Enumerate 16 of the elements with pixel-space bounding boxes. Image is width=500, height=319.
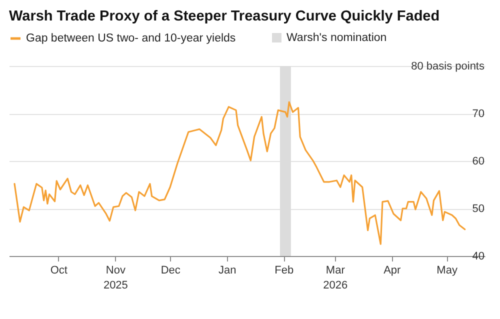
legend-label: Warsh's nomination — [286, 32, 387, 44]
y-tick-label: 60 — [472, 156, 484, 168]
x-tick-label: Jan — [218, 264, 236, 276]
x-tick-label: Nov 2025 — [103, 264, 128, 292]
x-tick-label: Mar 2026 — [323, 264, 348, 292]
y-tick-label: 50 — [472, 203, 484, 215]
chart-title: Warsh Trade Proxy of a Steeper Treasury Curve Quickly Faded — [9, 8, 440, 24]
x-tick-label: May — [436, 264, 458, 276]
x-tick-label: Dec — [160, 264, 181, 276]
x-tick-label: Oct — [50, 264, 68, 276]
x-tick-label: Feb — [274, 264, 294, 276]
legend-label: Gap between US two- and 10-year yields — [26, 32, 236, 44]
y-tick-label: 70 — [472, 108, 484, 120]
line-series — [14, 101, 466, 245]
x-tick-label: Apr — [384, 264, 402, 276]
y-tick-label: 80 basis points — [411, 60, 485, 72]
